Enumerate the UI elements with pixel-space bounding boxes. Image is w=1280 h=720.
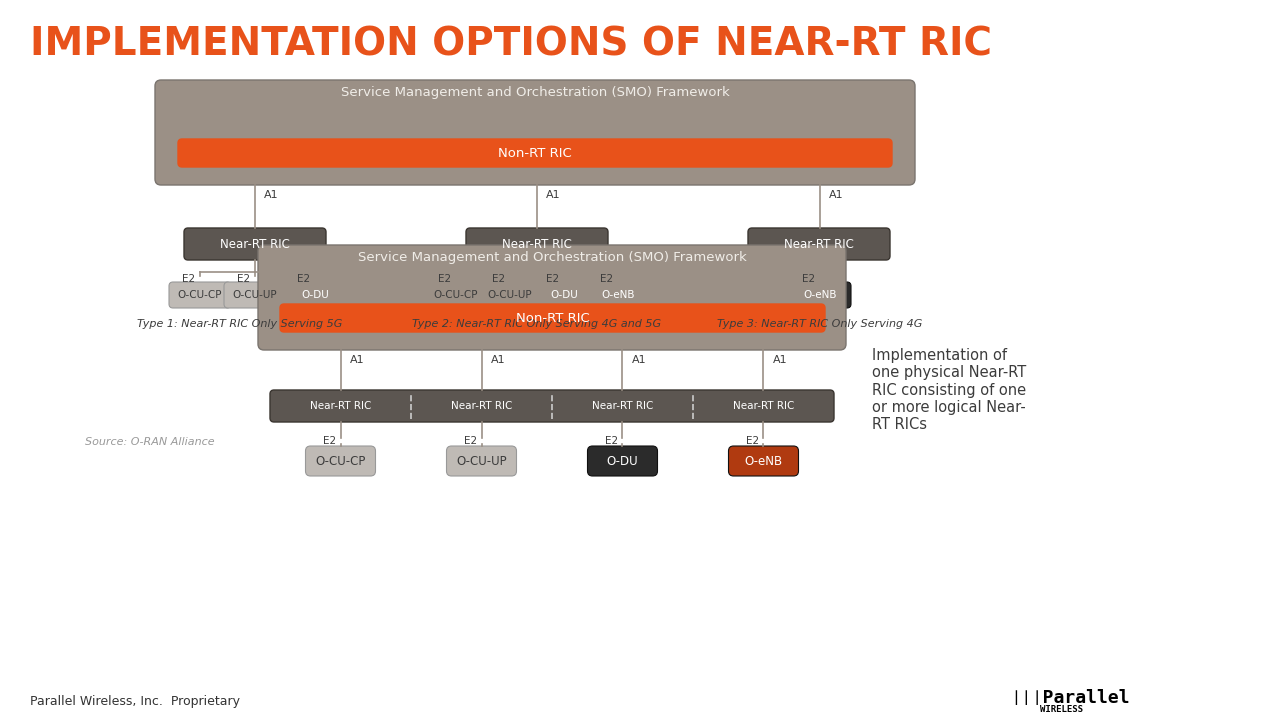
Text: O-DU: O-DU	[301, 290, 329, 300]
Text: Implementation of
one physical Near-RT
RIC consisting of one
or more logical Nea: Implementation of one physical Near-RT R…	[872, 348, 1027, 432]
Text: Service Management and Orchestration (SMO) Framework: Service Management and Orchestration (SM…	[357, 251, 746, 264]
Text: A1: A1	[773, 355, 787, 365]
Text: O-DU: O-DU	[607, 454, 639, 467]
FancyBboxPatch shape	[728, 446, 799, 476]
FancyBboxPatch shape	[184, 228, 326, 260]
Text: E2: E2	[183, 274, 196, 284]
Text: E2: E2	[493, 274, 506, 284]
Text: ❘❘❘Parallel: ❘❘❘Parallel	[1010, 689, 1130, 707]
FancyBboxPatch shape	[280, 304, 826, 332]
Text: Source: O-RAN Alliance: Source: O-RAN Alliance	[84, 437, 215, 447]
Text: Type 1: Near-RT RIC Only Serving 5G: Type 1: Near-RT RIC Only Serving 5G	[137, 319, 343, 329]
FancyBboxPatch shape	[479, 282, 541, 308]
Text: E2: E2	[746, 436, 759, 446]
Text: E2: E2	[237, 274, 251, 284]
FancyBboxPatch shape	[259, 245, 846, 350]
FancyBboxPatch shape	[284, 282, 346, 308]
FancyBboxPatch shape	[466, 228, 608, 260]
FancyBboxPatch shape	[447, 446, 517, 476]
Text: O-CU-UP: O-CU-UP	[456, 454, 507, 467]
Text: A1: A1	[349, 355, 364, 365]
Text: Service Management and Orchestration (SMO) Framework: Service Management and Orchestration (SM…	[340, 86, 730, 99]
Text: Type 2: Near-RT RIC Only Serving 4G and 5G: Type 2: Near-RT RIC Only Serving 4G and …	[412, 319, 662, 329]
Text: Near-RT RIC: Near-RT RIC	[220, 238, 291, 251]
FancyBboxPatch shape	[169, 282, 230, 308]
FancyBboxPatch shape	[532, 282, 595, 308]
FancyBboxPatch shape	[306, 446, 375, 476]
Text: Near-RT RIC: Near-RT RIC	[451, 401, 512, 411]
FancyBboxPatch shape	[788, 282, 851, 308]
Text: E2: E2	[463, 436, 477, 446]
Text: Parallel Wireless, Inc.  Proprietary: Parallel Wireless, Inc. Proprietary	[29, 696, 241, 708]
Text: O-CU-UP: O-CU-UP	[233, 290, 278, 300]
Text: E2: E2	[547, 274, 559, 284]
Text: A1: A1	[829, 190, 844, 200]
Text: O-CU-CP: O-CU-CP	[434, 290, 479, 300]
Text: O-CU-CP: O-CU-CP	[315, 454, 366, 467]
Text: O-DU: O-DU	[550, 290, 577, 300]
Text: O-CU-UP: O-CU-UP	[488, 290, 532, 300]
FancyBboxPatch shape	[178, 139, 892, 167]
FancyBboxPatch shape	[748, 228, 890, 260]
Text: A1: A1	[490, 355, 506, 365]
Text: WIRELESS: WIRELESS	[1039, 706, 1083, 714]
FancyBboxPatch shape	[588, 282, 649, 308]
Text: E2: E2	[297, 274, 311, 284]
FancyBboxPatch shape	[224, 282, 285, 308]
FancyBboxPatch shape	[425, 282, 486, 308]
Text: O-eNB: O-eNB	[745, 454, 782, 467]
Text: Type 3: Near-RT RIC Only Serving 4G: Type 3: Near-RT RIC Only Serving 4G	[717, 319, 923, 329]
FancyBboxPatch shape	[270, 390, 835, 422]
Text: A1: A1	[631, 355, 646, 365]
Text: Near-RT RIC: Near-RT RIC	[502, 238, 572, 251]
Text: O-CU-CP: O-CU-CP	[178, 290, 223, 300]
Text: Near-RT RIC: Near-RT RIC	[733, 401, 794, 411]
FancyBboxPatch shape	[155, 80, 915, 185]
Text: Near-RT RIC: Near-RT RIC	[785, 238, 854, 251]
Text: Near-RT RIC: Near-RT RIC	[310, 401, 371, 411]
Text: Non-RT RIC: Non-RT RIC	[498, 146, 572, 160]
Text: O-eNB: O-eNB	[602, 290, 635, 300]
Text: E2: E2	[323, 436, 337, 446]
Text: E2: E2	[439, 274, 452, 284]
Text: Near-RT RIC: Near-RT RIC	[591, 401, 653, 411]
Text: E2: E2	[605, 436, 618, 446]
Text: Non-RT RIC: Non-RT RIC	[516, 312, 589, 325]
Text: A1: A1	[547, 190, 561, 200]
Text: O-eNB: O-eNB	[804, 290, 837, 300]
Text: E2: E2	[600, 274, 613, 284]
Text: E2: E2	[803, 274, 815, 284]
Text: A1: A1	[264, 190, 279, 200]
Text: IMPLEMENTATION OPTIONS OF NEAR-RT RIC: IMPLEMENTATION OPTIONS OF NEAR-RT RIC	[29, 25, 992, 63]
FancyBboxPatch shape	[588, 446, 658, 476]
